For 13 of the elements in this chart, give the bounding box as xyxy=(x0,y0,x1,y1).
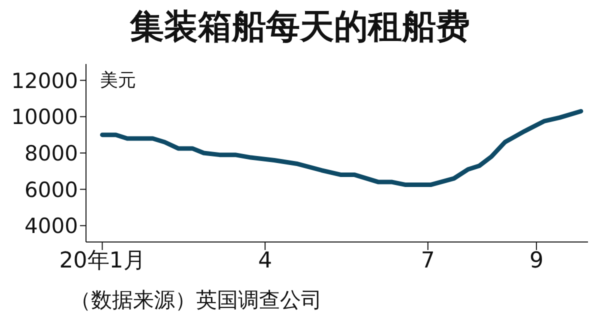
text: （数据来源）英国调查公司 xyxy=(70,287,322,314)
x-tick-label: 9 xyxy=(529,248,544,274)
y-tick-label: 10000 xyxy=(11,105,78,130)
y-tick-label: 8000 xyxy=(24,141,78,166)
y-axis-title: 美元 xyxy=(100,69,136,92)
chart-title: 集装箱船每天的租船费 xyxy=(128,6,471,49)
x-tick-label: 7 xyxy=(420,248,435,274)
y-tick-label: 4000 xyxy=(24,214,78,238)
x-tick-label: 20年1月 xyxy=(59,248,146,274)
y-tick-label: 6000 xyxy=(24,178,78,202)
y-tick-label: 12000 xyxy=(11,68,78,93)
line-series xyxy=(100,108,584,188)
x-tick-label: 4 xyxy=(258,248,272,274)
